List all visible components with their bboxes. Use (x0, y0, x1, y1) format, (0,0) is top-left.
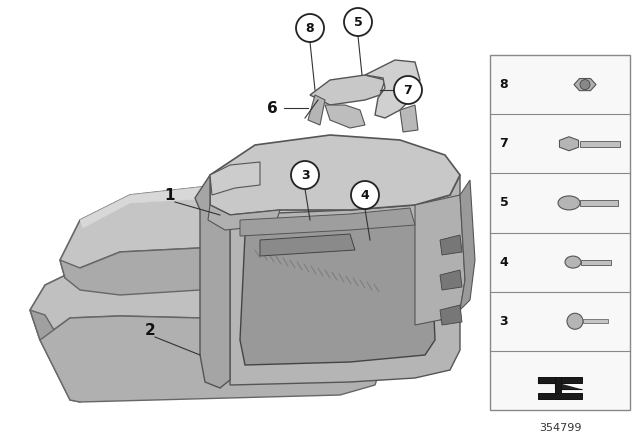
Text: 3: 3 (301, 168, 309, 181)
Polygon shape (208, 205, 280, 230)
Text: 8: 8 (306, 22, 314, 34)
Circle shape (394, 76, 422, 104)
Text: 354799: 354799 (539, 423, 581, 433)
Text: 3: 3 (500, 315, 508, 328)
Polygon shape (210, 135, 460, 215)
Text: 5: 5 (500, 196, 508, 209)
Polygon shape (260, 234, 355, 256)
Polygon shape (195, 175, 230, 388)
Polygon shape (240, 222, 435, 365)
Polygon shape (325, 105, 365, 128)
Polygon shape (80, 185, 345, 228)
Circle shape (296, 14, 324, 42)
Text: 7: 7 (500, 137, 508, 150)
Polygon shape (440, 270, 462, 290)
Circle shape (567, 313, 583, 329)
FancyBboxPatch shape (538, 377, 582, 383)
Text: 1: 1 (164, 188, 175, 202)
FancyBboxPatch shape (555, 377, 561, 400)
Text: 4: 4 (360, 189, 369, 202)
FancyBboxPatch shape (580, 141, 620, 147)
Text: 6: 6 (267, 100, 277, 116)
FancyBboxPatch shape (581, 259, 611, 265)
FancyBboxPatch shape (538, 393, 582, 400)
Text: 4: 4 (500, 255, 508, 269)
Polygon shape (440, 305, 462, 325)
Polygon shape (415, 195, 465, 325)
Text: 7: 7 (404, 83, 412, 96)
Ellipse shape (558, 196, 580, 210)
Polygon shape (210, 162, 260, 195)
Circle shape (344, 8, 372, 36)
Polygon shape (308, 95, 325, 125)
Text: 5: 5 (354, 16, 362, 29)
Text: 8: 8 (500, 78, 508, 91)
Polygon shape (310, 75, 385, 105)
Circle shape (580, 80, 590, 90)
Polygon shape (559, 137, 579, 151)
Polygon shape (440, 235, 462, 255)
FancyBboxPatch shape (583, 319, 608, 323)
Polygon shape (574, 78, 596, 90)
Circle shape (291, 161, 319, 189)
Polygon shape (30, 310, 85, 402)
Polygon shape (440, 180, 475, 320)
Polygon shape (538, 377, 582, 389)
Polygon shape (60, 220, 355, 295)
Polygon shape (230, 175, 460, 385)
FancyBboxPatch shape (490, 55, 630, 410)
FancyBboxPatch shape (580, 200, 618, 206)
Polygon shape (40, 295, 380, 402)
Polygon shape (30, 265, 360, 340)
Polygon shape (240, 208, 415, 236)
Text: 2: 2 (145, 323, 156, 337)
Polygon shape (400, 105, 418, 132)
Ellipse shape (565, 256, 581, 268)
Polygon shape (60, 185, 355, 278)
Polygon shape (365, 60, 420, 118)
Circle shape (351, 181, 379, 209)
